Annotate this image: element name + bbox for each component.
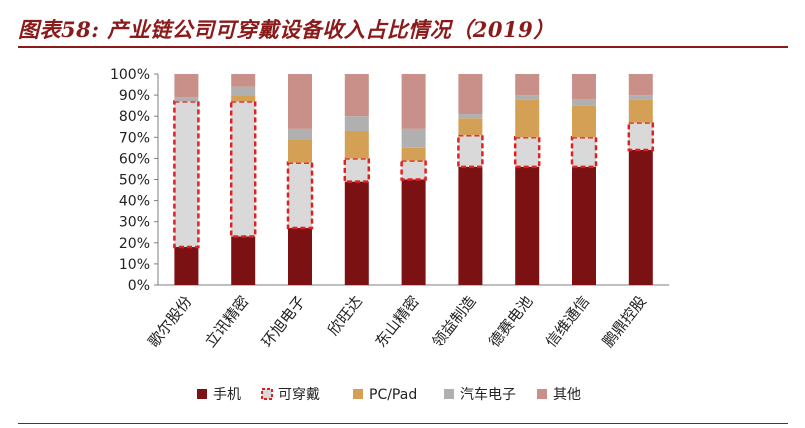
bar-segment <box>288 74 312 129</box>
y-tick-label: 60% <box>119 151 150 167</box>
bar-segment <box>401 179 426 285</box>
legend-swatch <box>444 389 454 399</box>
legend-swatch <box>261 388 273 400</box>
bar-segment <box>457 133 484 169</box>
legend-swatch <box>353 389 363 399</box>
bar-segment <box>231 86 256 96</box>
bar-segment <box>400 159 427 181</box>
bar-segment <box>344 181 369 285</box>
legend-label: 汽车电子 <box>460 386 516 403</box>
bar-segment <box>401 128 426 148</box>
bar-segment <box>286 161 314 230</box>
bar-segment <box>572 74 596 100</box>
y-tick-label: 100% <box>110 67 150 83</box>
bar-segment <box>173 100 200 249</box>
x-axis-labels: 歌尔股份 立讯精密 环旭电子 欣旺达 东山精密 领益制造 德赛电池 信维通信 鹏鼎控股 <box>144 292 650 350</box>
bar-segment <box>572 166 596 285</box>
y-tick-label: 80% <box>119 109 150 125</box>
bar-segment <box>572 105 596 138</box>
bar-segment <box>458 166 483 285</box>
bar-segment <box>344 74 369 117</box>
x-tick-label: 欣旺达 <box>324 292 366 339</box>
footer-rule <box>18 423 788 424</box>
bar-segment <box>288 128 312 140</box>
x-tick-label: 领益制造 <box>428 292 479 350</box>
bar-segment <box>572 99 596 106</box>
bar-segment <box>288 228 312 285</box>
bar-segment <box>174 247 199 285</box>
bar-segment <box>174 74 199 98</box>
x-tick-label: 歌尔股份 <box>144 292 195 350</box>
y-tick-label: 0% <box>128 278 150 294</box>
x-tick-label: 立讯精密 <box>201 292 252 350</box>
bar-segment <box>401 74 426 129</box>
legend-label: PC/Pad <box>369 387 417 403</box>
bar-segment <box>515 166 540 285</box>
x-tick-label: 环旭电子 <box>258 292 309 350</box>
bar-segment <box>344 116 369 131</box>
x-tick-label: 信维通信 <box>542 292 593 350</box>
bar-segment <box>513 136 541 169</box>
y-tick-label: 10% <box>119 257 150 273</box>
bar-segment <box>174 97 199 102</box>
x-tick-label: 鹏鼎控股 <box>599 292 650 350</box>
legend-swatch <box>197 389 207 399</box>
x-tick-label: 德赛电池 <box>485 292 536 350</box>
bar-segment <box>343 157 371 183</box>
y-tick-label: 90% <box>119 88 150 104</box>
bar-segment <box>628 99 653 123</box>
legend-label: 其他 <box>553 387 581 403</box>
bar-segment <box>515 99 540 138</box>
y-tick-label: 20% <box>119 236 150 252</box>
legend-swatch <box>537 389 547 399</box>
x-tick-label: 东山精密 <box>372 292 423 350</box>
bar-segment <box>628 149 653 285</box>
bar-segment <box>628 74 653 96</box>
bar-segment <box>515 95 540 100</box>
bar-segment <box>627 121 655 152</box>
bar-segment <box>628 95 653 100</box>
bars <box>173 74 655 285</box>
y-tick-label: 30% <box>119 215 150 231</box>
y-tick-label: 40% <box>119 194 150 210</box>
title-rule <box>18 46 788 48</box>
bar-segment <box>344 130 369 159</box>
y-tick-label: 50% <box>119 173 150 189</box>
y-tick-label: 70% <box>119 130 150 146</box>
chart-title: 图表58: 产业链公司可穿戴设备收入占比情况（2019） <box>18 17 555 42</box>
legend-label: 可穿戴 <box>278 387 320 403</box>
bar-segment <box>288 139 312 163</box>
legend-label: 手机 <box>213 387 241 403</box>
bar-segment <box>229 100 257 238</box>
bar-segment <box>458 74 483 115</box>
bar-segment <box>515 74 540 96</box>
legend: 手机 可穿戴 PC/Pad 汽车电子 其他 <box>197 386 581 403</box>
bar-segment <box>231 95 256 102</box>
bar-segment <box>231 236 256 285</box>
bar-segment <box>458 114 483 119</box>
bar-segment <box>570 136 598 169</box>
title-bar: 图表58: 产业链公司可穿戴设备收入占比情况（2019） <box>18 4 788 46</box>
bar-segment <box>458 118 483 136</box>
bar-segment <box>231 74 256 87</box>
bar-segment <box>401 147 426 161</box>
